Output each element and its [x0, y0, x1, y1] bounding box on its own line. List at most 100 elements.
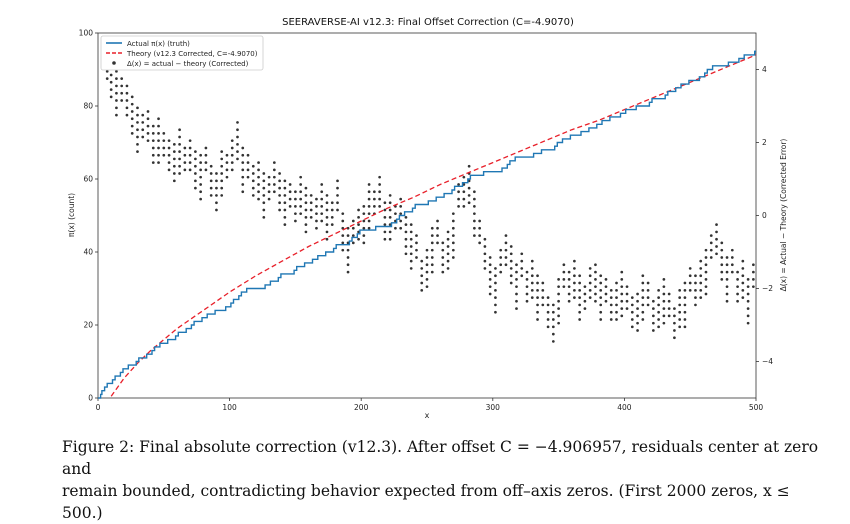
- delta-point: [194, 172, 197, 175]
- y-left-tick-label: 60: [83, 175, 93, 184]
- delta-point: [272, 168, 276, 172]
- delta-point: [451, 226, 455, 230]
- delta-point: [494, 281, 497, 285]
- delta-point: [725, 278, 729, 281]
- delta-point: [478, 234, 481, 237]
- delta-point: [115, 106, 118, 110]
- delta-point: [467, 186, 471, 190]
- plot-area: 0 100 200 300 400 500 0 20 40 60 80 100 −4 −2 0 2 4: [79, 29, 774, 413]
- delta-point: [199, 175, 202, 179]
- delta-point: [478, 219, 481, 223]
- delta-point: [720, 241, 724, 245]
- delta-point: [294, 219, 297, 223]
- delta-point: [494, 296, 497, 299]
- delta-point: [673, 336, 676, 340]
- delta-point: [299, 190, 303, 194]
- delta-point: [641, 296, 645, 299]
- delta-point: [246, 175, 250, 179]
- delta-point: [578, 288, 582, 292]
- y-axis-right: −4 −2 0 2 4: [756, 65, 773, 366]
- legend-frame: [100, 35, 264, 71]
- delta-point: [704, 248, 708, 252]
- delta-point: [178, 135, 181, 139]
- delta-point: [294, 197, 297, 201]
- delta-point: [567, 278, 571, 281]
- delta-point: [141, 128, 145, 132]
- delta-point: [194, 186, 197, 190]
- delta-point: [399, 197, 403, 201]
- delta-point: [362, 234, 366, 237]
- delta-point: [573, 281, 576, 285]
- delta-point: [636, 299, 639, 303]
- delta-point: [573, 296, 576, 299]
- delta-point: [199, 183, 202, 186]
- delta-point: [272, 161, 276, 164]
- delta-point: [715, 252, 718, 256]
- delta-point: [246, 161, 250, 164]
- y-axis-left: 0 20 40 60 80 100: [79, 29, 98, 403]
- series-layer: [98, 37, 757, 399]
- delta-point: [673, 307, 676, 310]
- delta-point: [520, 274, 524, 278]
- delta-point: [567, 270, 571, 274]
- delta-point: [451, 219, 455, 223]
- delta-point: [167, 153, 171, 157]
- delta-point: [330, 208, 334, 212]
- delta-point: [346, 263, 350, 267]
- delta-point: [320, 219, 324, 223]
- delta-point: [667, 292, 671, 296]
- delta-point: [157, 124, 160, 128]
- delta-point: [257, 190, 260, 194]
- delta-point: [457, 190, 460, 194]
- delta-point: [209, 172, 213, 175]
- delta-point: [241, 175, 245, 179]
- delta-point: [125, 106, 129, 110]
- delta-point: [194, 164, 197, 168]
- delta-point: [115, 84, 118, 88]
- delta-point: [251, 164, 255, 168]
- delta-point: [604, 285, 608, 289]
- delta-point: [236, 157, 239, 161]
- delta-point: [162, 146, 166, 150]
- delta-point: [267, 190, 271, 194]
- delta-point: [741, 296, 745, 299]
- delta-point: [504, 248, 508, 252]
- delta-point: [536, 288, 539, 292]
- delta-point: [351, 234, 355, 237]
- delta-point: [652, 307, 655, 310]
- delta-point: [525, 292, 529, 296]
- delta-point: [699, 288, 703, 292]
- delta-point: [215, 179, 218, 183]
- delta-point: [746, 292, 750, 296]
- delta-point: [357, 215, 360, 219]
- delta-point: [457, 205, 460, 208]
- delta-point: [588, 274, 592, 278]
- delta-point: [725, 299, 729, 303]
- delta-point: [588, 288, 592, 292]
- delta-point: [573, 274, 576, 278]
- delta-point: [562, 263, 566, 267]
- delta-point: [278, 208, 281, 212]
- delta-point: [294, 212, 297, 216]
- delta-point: [251, 179, 255, 183]
- delta-point: [615, 296, 618, 299]
- delta-point: [715, 245, 718, 248]
- delta-point: [473, 190, 476, 194]
- delta-point: [209, 186, 213, 190]
- delta-point: [678, 303, 682, 307]
- delta-point: [683, 318, 687, 321]
- delta-point: [436, 234, 439, 237]
- delta-point: [752, 285, 755, 289]
- delta-point: [488, 263, 492, 267]
- delta-point: [262, 208, 266, 212]
- delta-point: [430, 270, 434, 274]
- delta-point: [494, 310, 497, 314]
- delta-point: [367, 212, 371, 216]
- delta-point: [673, 314, 676, 318]
- delta-point: [425, 285, 429, 289]
- delta-point: [499, 248, 503, 252]
- delta-point: [341, 248, 345, 252]
- delta-point: [220, 179, 224, 183]
- delta-point: [473, 226, 476, 230]
- delta-point: [420, 267, 424, 270]
